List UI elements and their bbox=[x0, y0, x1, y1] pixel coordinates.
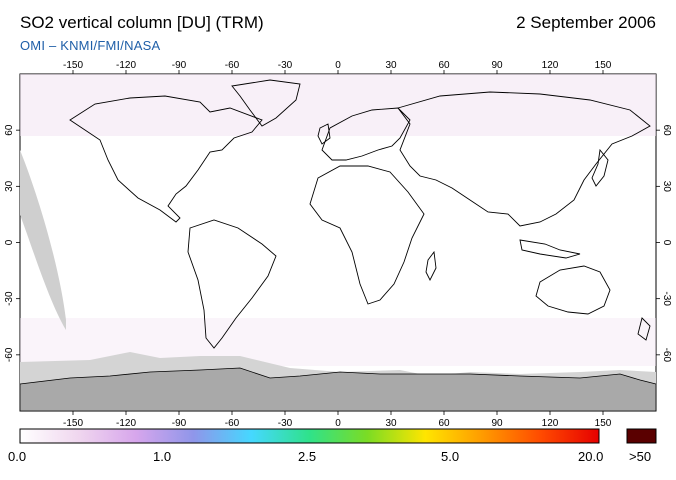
lat-label-left: -30 bbox=[4, 291, 15, 306]
axis-ticks: -150 -150 -120 -120 -90 -90 -60 -60 -30 -30 0 0 30 30… bbox=[4, 60, 672, 429]
lon-label-top: 60 bbox=[438, 60, 450, 71]
lon-label-top: -90 bbox=[172, 60, 187, 71]
madagascar-outline bbox=[425, 250, 437, 282]
asia-outline bbox=[397, 91, 651, 227]
lat-label-left: 60 bbox=[4, 124, 15, 136]
lon-label-top: -30 bbox=[278, 60, 293, 71]
lat-label-left: 30 bbox=[4, 180, 15, 192]
greenland-outline bbox=[231, 79, 301, 127]
colorbar-label-2: 2.5 bbox=[298, 449, 317, 464]
lon-label-top: -150 bbox=[63, 60, 83, 71]
uk-outline bbox=[317, 123, 331, 145]
lon-label-top: 30 bbox=[385, 60, 397, 71]
colorbar-label-3: 5.0 bbox=[441, 449, 460, 464]
lon-label-bottom: 120 bbox=[542, 418, 559, 429]
north-america-outline bbox=[69, 95, 263, 223]
lon-label-top: 0 bbox=[335, 60, 341, 71]
antarctica-land bbox=[20, 367, 656, 411]
lon-label-top: -120 bbox=[116, 60, 136, 71]
colorbar-label-0: 0.0 bbox=[8, 449, 27, 464]
date-label: 2 September 2006 bbox=[516, 13, 656, 32]
lon-label-bottom: -120 bbox=[116, 418, 136, 429]
lon-label-top: 150 bbox=[595, 60, 612, 71]
credit-label: OMI – KNMI/FMI/NASA bbox=[20, 38, 161, 53]
lat-label-left: -60 bbox=[4, 347, 15, 362]
colorbar bbox=[19, 428, 600, 444]
lon-label-bottom: 60 bbox=[438, 418, 450, 429]
lon-label-bottom: 0 bbox=[335, 418, 341, 429]
lon-label-bottom: -90 bbox=[172, 418, 187, 429]
colorbar-label-4: 20.0 bbox=[578, 449, 604, 464]
colorbar-overflow-swatch bbox=[626, 428, 657, 444]
new-zealand-outline bbox=[637, 317, 651, 341]
africa-outline bbox=[309, 165, 425, 305]
lat-label-right: -30 bbox=[661, 291, 672, 306]
lon-label-top: 90 bbox=[491, 60, 503, 71]
lat-label-right: 60 bbox=[661, 125, 672, 137]
south-america-outline bbox=[187, 219, 277, 349]
lon-label-top: 120 bbox=[542, 60, 559, 71]
no-data-swath bbox=[20, 150, 66, 330]
lat-label-left: 0 bbox=[4, 239, 15, 245]
europe-outline bbox=[321, 107, 411, 161]
lat-label-right: 0 bbox=[661, 240, 672, 246]
lon-label-bottom: 150 bbox=[595, 418, 612, 429]
japan-outline bbox=[591, 148, 609, 187]
lon-label-bottom: 30 bbox=[385, 418, 397, 429]
lon-label-bottom: 90 bbox=[491, 418, 503, 429]
lon-label-bottom: -150 bbox=[63, 418, 83, 429]
indonesia-outline bbox=[519, 239, 581, 259]
australia-outline bbox=[535, 265, 611, 315]
colorbar-label-5: >50 bbox=[629, 449, 652, 464]
chart-title: SO2 vertical column [DU] (TRM) bbox=[20, 13, 264, 32]
so2-arctic-noise bbox=[20, 74, 656, 136]
colorbar-label-1: 1.0 bbox=[153, 449, 172, 464]
lat-label-right: 30 bbox=[661, 181, 672, 193]
lon-label-bottom: -60 bbox=[225, 418, 240, 429]
lat-label-right: -60 bbox=[661, 348, 672, 363]
lon-label-bottom: -30 bbox=[278, 418, 293, 429]
map-content bbox=[20, 74, 656, 411]
coastlines bbox=[69, 79, 651, 349]
lon-label-top: -60 bbox=[225, 60, 240, 71]
